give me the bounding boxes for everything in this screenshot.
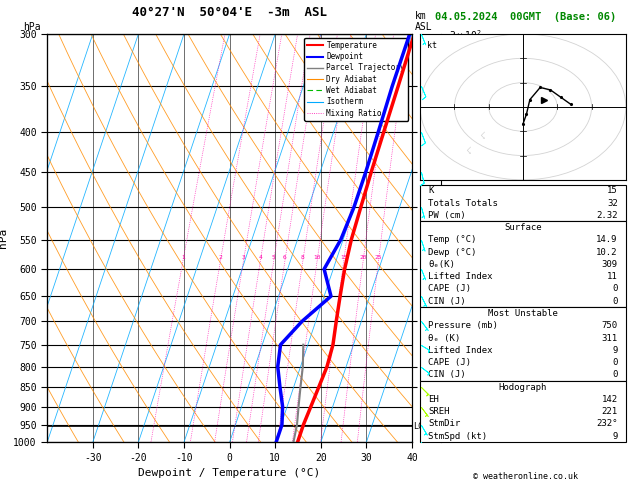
Text: StmDir: StmDir <box>428 419 460 428</box>
Text: Totals Totals: Totals Totals <box>428 199 498 208</box>
Bar <box>420 222 626 307</box>
Legend: Temperature, Dewpoint, Parcel Trajectory, Dry Adiabat, Wet Adiabat, Isotherm, Mi: Temperature, Dewpoint, Parcel Trajectory… <box>304 38 408 121</box>
Text: hPa: hPa <box>23 21 41 32</box>
Text: PW (cm): PW (cm) <box>428 211 466 220</box>
Text: ☇: ☇ <box>479 131 485 141</box>
Bar <box>420 307 626 381</box>
Text: 8: 8 <box>301 256 305 260</box>
Text: θₑ(K): θₑ(K) <box>428 260 455 269</box>
Text: CIN (J): CIN (J) <box>428 370 466 379</box>
Text: 04.05.2024  00GMT  (Base: 06): 04.05.2024 00GMT (Base: 06) <box>435 12 616 22</box>
Text: Surface: Surface <box>504 223 542 232</box>
Text: 0: 0 <box>612 370 618 379</box>
Text: 311: 311 <box>601 333 618 343</box>
Text: 0: 0 <box>612 297 618 306</box>
Text: 0: 0 <box>612 284 618 294</box>
Text: 1: 1 <box>181 256 185 260</box>
Text: CAPE (J): CAPE (J) <box>428 358 471 367</box>
Text: 32: 32 <box>607 199 618 208</box>
Y-axis label: Mixing Ratio (g/kg): Mixing Ratio (g/kg) <box>487 187 496 289</box>
Text: K: K <box>428 186 434 195</box>
Text: SREH: SREH <box>428 407 450 416</box>
Text: CIN (J): CIN (J) <box>428 297 466 306</box>
Text: Pressure (mb): Pressure (mb) <box>428 321 498 330</box>
Text: 2.32: 2.32 <box>596 211 618 220</box>
Text: CAPE (J): CAPE (J) <box>428 284 471 294</box>
Text: 40°27'N  50°04'E  -3m  ASL: 40°27'N 50°04'E -3m ASL <box>132 6 327 19</box>
Text: © weatheronline.co.uk: © weatheronline.co.uk <box>473 472 577 481</box>
Text: 9: 9 <box>612 432 618 441</box>
Text: 2: 2 <box>219 256 223 260</box>
Text: 0: 0 <box>612 358 618 367</box>
Text: 25: 25 <box>375 256 382 260</box>
Text: 9: 9 <box>612 346 618 355</box>
Text: 750: 750 <box>601 321 618 330</box>
X-axis label: Dewpoint / Temperature (°C): Dewpoint / Temperature (°C) <box>138 468 321 478</box>
Text: ☇: ☇ <box>465 146 471 156</box>
Text: θₑ (K): θₑ (K) <box>428 333 460 343</box>
Y-axis label: hPa: hPa <box>0 228 8 248</box>
Bar <box>420 185 626 222</box>
Text: EH: EH <box>428 395 439 404</box>
Text: Most Unstable: Most Unstable <box>488 309 558 318</box>
Text: Lifted Index: Lifted Index <box>428 346 493 355</box>
Text: 309: 309 <box>601 260 618 269</box>
Text: 15: 15 <box>607 186 618 195</box>
Text: kt: kt <box>427 41 437 51</box>
Y-axis label: km
ASL: km ASL <box>421 217 438 238</box>
Text: 11: 11 <box>607 272 618 281</box>
Text: Hodograph: Hodograph <box>499 382 547 392</box>
Text: 14.9: 14.9 <box>596 235 618 244</box>
Text: 142: 142 <box>601 395 618 404</box>
Text: 232°: 232° <box>596 419 618 428</box>
Text: StmSpd (kt): StmSpd (kt) <box>428 432 487 441</box>
Text: 5: 5 <box>272 256 276 260</box>
Text: 20: 20 <box>359 256 367 260</box>
Text: Dewp (°C): Dewp (°C) <box>428 248 477 257</box>
Bar <box>420 381 626 442</box>
Text: km
ASL: km ASL <box>415 11 433 32</box>
Text: Lifted Index: Lifted Index <box>428 272 493 281</box>
Text: 3: 3 <box>242 256 245 260</box>
Text: 221: 221 <box>601 407 618 416</box>
Text: 10: 10 <box>313 256 321 260</box>
Text: 15: 15 <box>340 256 347 260</box>
Text: LCL: LCL <box>413 422 428 431</box>
Text: 6: 6 <box>283 256 287 260</box>
Text: 4: 4 <box>259 256 262 260</box>
Text: 10.2: 10.2 <box>596 248 618 257</box>
Text: Temp (°C): Temp (°C) <box>428 235 477 244</box>
